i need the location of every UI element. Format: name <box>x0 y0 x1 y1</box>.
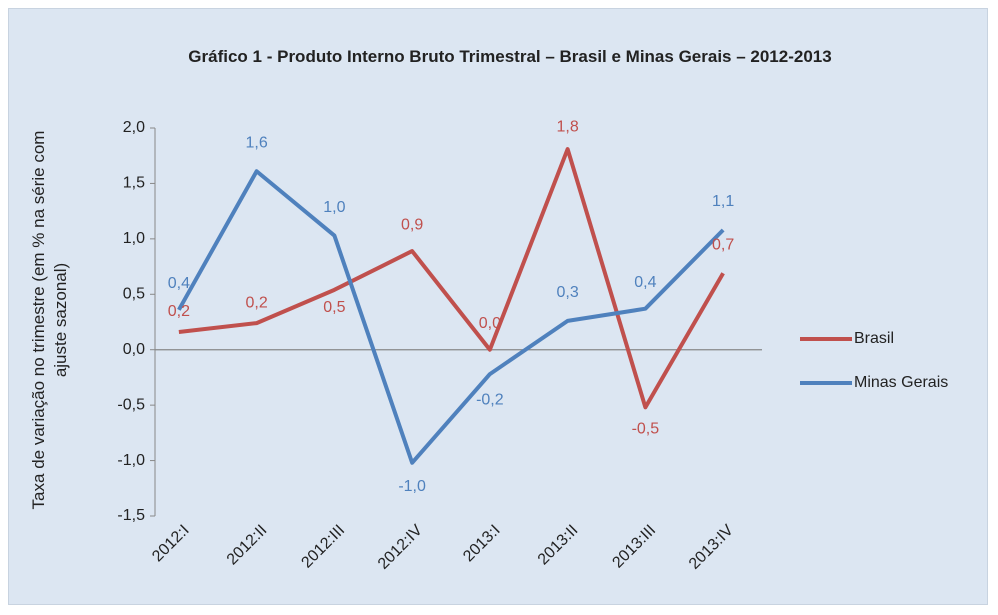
chart-frame <box>8 8 988 605</box>
x-tick-label: 2013:III <box>609 522 659 572</box>
data-label: 0,9 <box>401 216 423 233</box>
data-label: 0,0 <box>479 315 501 332</box>
y-tick-label: -1,0 <box>117 452 145 469</box>
data-label: 0,4 <box>168 275 190 292</box>
y-tick-label: -1,5 <box>117 507 145 524</box>
data-label: 0,4 <box>634 274 656 291</box>
x-tick-label: 2012:I <box>149 522 192 565</box>
data-label: 0,7 <box>712 236 734 253</box>
data-label: 1,8 <box>557 118 579 135</box>
y-tick-label: -0,5 <box>117 396 145 413</box>
series-line <box>177 169 725 465</box>
data-label: -0,2 <box>476 391 504 408</box>
data-label: 1,1 <box>712 193 734 210</box>
y-tick-label: 1,0 <box>123 230 145 247</box>
data-label: -1,0 <box>398 478 426 495</box>
x-tick-label: 2012:IV <box>375 522 426 573</box>
data-label: 0,2 <box>168 303 190 320</box>
legend-label: Brasil <box>854 330 894 347</box>
x-tick-label: 2012:III <box>298 522 348 572</box>
legend-label: Minas Gerais <box>854 374 948 391</box>
series-line <box>178 147 725 410</box>
y-tick-label: 1,5 <box>123 175 145 192</box>
x-tick-label: 2012:II <box>224 522 271 569</box>
data-label: 0,2 <box>246 294 268 311</box>
data-label: 1,6 <box>246 134 268 151</box>
x-tick-label: 2013:I <box>460 522 503 565</box>
y-tick-label: 0,5 <box>123 286 145 303</box>
data-label: 1,0 <box>323 199 345 216</box>
data-label: 0,3 <box>557 284 579 301</box>
chart-title: Gráfico 1 - Produto Interno Bruto Trimes… <box>188 47 832 66</box>
x-tick-label: 2013:II <box>535 522 582 569</box>
data-label: -0,5 <box>632 421 660 438</box>
data-label: 0,5 <box>323 299 345 316</box>
y-tick-label: 0,0 <box>123 341 145 358</box>
y-tick-label: 2,0 <box>123 119 145 136</box>
x-tick-label: 2013:IV <box>686 522 737 573</box>
